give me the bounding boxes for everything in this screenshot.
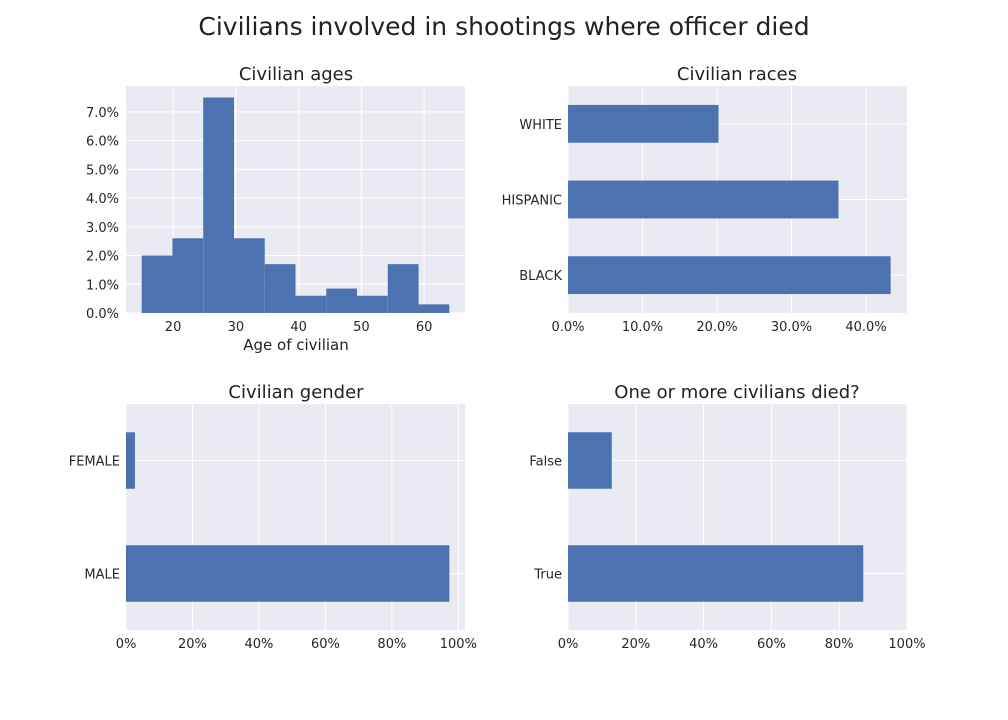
races-xtick-label: 0.0% (551, 320, 584, 335)
ages-xlabel: Age of civilian (243, 336, 349, 354)
races-xtick-label: 10.0% (622, 320, 663, 335)
ages-title: Civilian ages (239, 64, 353, 85)
races-category-label: WHITE (519, 118, 562, 133)
gender-xtick-label: 40% (244, 637, 273, 652)
ages-ytick-label: 2.0% (86, 250, 119, 265)
ages-ytick-label: 1.0% (86, 278, 119, 293)
died-bar-false (568, 432, 612, 489)
gender-category-label: MALE (84, 568, 120, 583)
ages-xtick-label: 30 (228, 320, 245, 335)
died-xtick-label: 0% (558, 637, 579, 652)
gender-title: Civilian gender (228, 382, 364, 403)
ages-histogram-bar (172, 238, 204, 313)
races-category-label: HISPANIC (502, 194, 562, 209)
ages-ytick-label: 5.0% (86, 163, 119, 178)
ages-ytick-label: 4.0% (86, 192, 119, 207)
ages-histogram-bar (387, 264, 419, 313)
ages-ytick-label: 7.0% (86, 106, 119, 121)
died-title: One or more civilians died? (614, 382, 859, 403)
died-xtick-label: 60% (757, 637, 786, 652)
races-bar-hispanic (568, 180, 839, 219)
gender-xtick-label: 100% (440, 637, 477, 652)
races-category-label: BLACK (519, 269, 562, 284)
races-bar-black (568, 256, 891, 295)
ages-histogram-bar (357, 295, 388, 313)
gender-xtick-label: 20% (178, 637, 207, 652)
ages-histogram-bar (295, 295, 327, 313)
races-xtick-label: 20.0% (696, 320, 737, 335)
died-xtick-label: 100% (888, 637, 925, 652)
ages-histogram-bar (264, 264, 296, 313)
died-xtick-label: 20% (621, 637, 650, 652)
ages-histogram-bar (203, 97, 234, 313)
ages-histogram-bar (233, 238, 265, 313)
figure-title: Civilians involved in shootings where of… (198, 12, 809, 41)
gender-bar-female (126, 432, 135, 489)
died-category-label: False (529, 455, 562, 470)
ages-xtick-label: 40 (290, 320, 307, 335)
ages-ytick-label: 6.0% (86, 135, 119, 150)
died-xtick-label: 40% (689, 637, 718, 652)
died-bar-true (568, 545, 864, 602)
died-xtick-label: 80% (825, 637, 854, 652)
races-title: Civilian races (677, 64, 797, 85)
ages-xtick-label: 20 (165, 320, 182, 335)
ages-histogram-bar (326, 288, 358, 313)
panel-civilian-races: Civilian races 0.0% 10.0% 20.0% 30.0% 40.0% B… (502, 64, 907, 335)
gender-bar-male (126, 545, 450, 602)
panel-civilian-gender: Civilian gender 0% 20% 40% 60% 80% 100% MALE FE… (69, 382, 477, 652)
ages-xtick-label: 60 (416, 320, 433, 335)
panel-civilian-ages: Civilian ages Age of civilian 20 30 40 50 60… (86, 64, 465, 354)
gender-xtick-label: 80% (377, 637, 406, 652)
gender-xtick-label: 0% (116, 637, 137, 652)
races-xtick-label: 40.0% (845, 320, 886, 335)
ages-ytick-label: 3.0% (86, 221, 119, 236)
ages-histogram-bar (141, 255, 173, 313)
ages-histogram-bar (418, 304, 450, 313)
gender-category-label: FEMALE (69, 455, 120, 470)
ages-xtick-label: 50 (353, 320, 370, 335)
races-bar-white (568, 104, 719, 143)
races-xtick-label: 30.0% (771, 320, 812, 335)
panel-civilians-died: One or more civilians died? 0% 20% 40% 60% 8… (529, 382, 925, 652)
died-category-label: True (533, 568, 562, 583)
gender-xtick-label: 60% (311, 637, 340, 652)
ages-ytick-label: 0.0% (86, 307, 119, 322)
